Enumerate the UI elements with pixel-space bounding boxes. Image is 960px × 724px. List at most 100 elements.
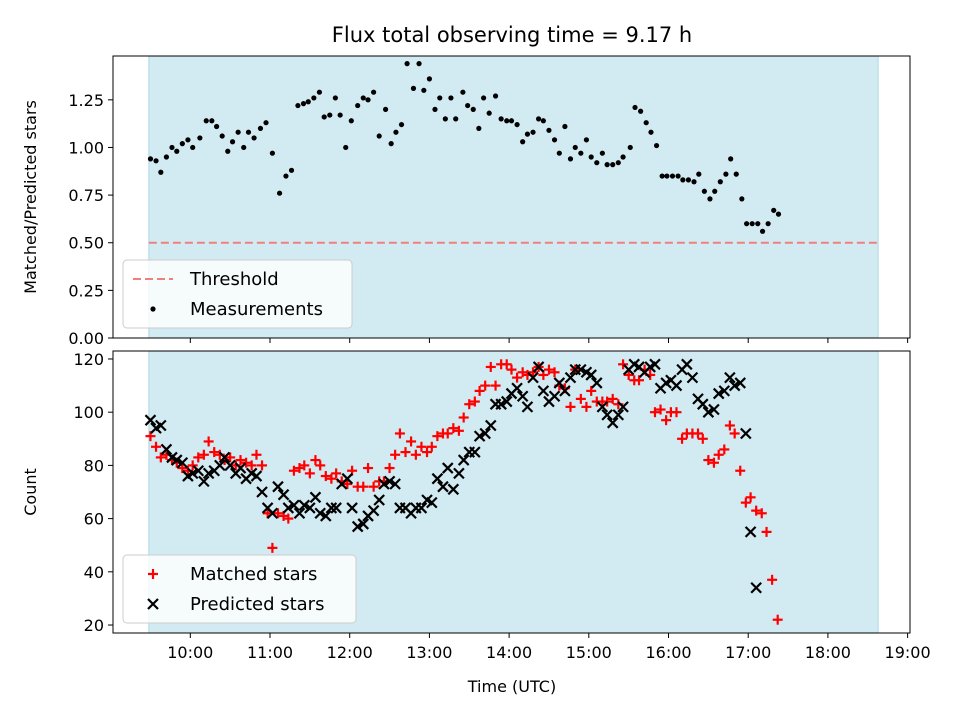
ratio-point-0-52 — [437, 95, 443, 101]
count-axes-frame — [112, 350, 911, 634]
count-point-0-89 — [618, 359, 629, 370]
ratio-point-0-18 — [245, 129, 252, 135]
count-point-1-34-b — [325, 502, 338, 514]
ratio-legend: Threshold Measurements — [122, 259, 353, 329]
count-point-0-0 — [145, 431, 156, 442]
count-legend-swatch-1 — [147, 598, 159, 610]
count-point-0-107 — [713, 449, 724, 460]
ratio-y-tick-label-5: 1.25 — [68, 91, 104, 110]
count-point-1-24 — [272, 480, 284, 493]
ratio-point-0-28 — [305, 99, 311, 105]
count-point-1-27-b — [288, 499, 300, 512]
count-point-0-11 — [203, 436, 214, 447]
count-point-0-31 — [310, 455, 321, 466]
ratio-point-0-69 — [530, 129, 536, 135]
count-point-1-6 — [176, 456, 189, 469]
count-point-1-101 — [681, 358, 693, 371]
count-point-1-77 — [553, 377, 566, 389]
ratio-point-0-90 — [643, 120, 649, 126]
ratio-series-0 — [147, 61, 782, 234]
ratio-point-0-14 — [225, 148, 231, 154]
count-point-1-28-b — [293, 507, 306, 520]
ratio-point-0-13 — [219, 133, 225, 139]
x-tick-label-7: 17:00 — [725, 643, 771, 662]
count-point-1-81 — [575, 363, 587, 376]
count-point-1-52-b — [421, 494, 433, 506]
count-point-1-31-b — [309, 491, 322, 504]
count-point-0-87 — [607, 393, 618, 404]
count-point-1-11 — [202, 467, 215, 480]
count-point-0-17 — [235, 455, 246, 466]
count-point-1-30 — [304, 502, 316, 514]
count-point-1-11-b — [202, 467, 215, 480]
count-legend-swatch-0 — [148, 569, 158, 579]
ratio-point-0-58 — [470, 106, 476, 112]
count-y-tick-label-3: 80 — [84, 456, 104, 475]
count-point-0-105 — [703, 455, 714, 466]
count-point-1-13-b — [214, 459, 226, 472]
count-point-0-59 — [458, 412, 469, 423]
count-y-tick-label-2: 60 — [84, 510, 104, 529]
ratio-point-0-5 — [174, 148, 180, 154]
count-point-1-91-b — [628, 358, 641, 371]
count-point-1-27 — [288, 499, 300, 512]
count-point-0-21 — [257, 460, 268, 471]
ratio-y-axis-label: Matched/Predicted stars — [21, 100, 40, 294]
ratio-point-0-7 — [185, 137, 191, 143]
count-point-1-39-b — [351, 520, 364, 533]
ratio-point-0-53 — [442, 116, 448, 122]
ratio-point-0-81 — [594, 160, 600, 166]
count-point-1-45-b — [383, 475, 396, 488]
count-point-0-47 — [394, 428, 405, 439]
ratio-point-0-30 — [316, 89, 323, 95]
count-point-1-99 — [670, 379, 683, 392]
ratio-point-0-79 — [583, 137, 590, 143]
count-point-1-76-b — [548, 390, 561, 403]
x-tick-label-0: 10:00 — [167, 643, 213, 662]
count-point-1-26 — [282, 502, 295, 514]
count-point-1-31 — [309, 491, 322, 504]
count-point-1-71-b — [521, 401, 534, 413]
ratio-legend-box — [122, 259, 353, 329]
ratio-point-0-61 — [486, 110, 492, 116]
count-point-0-104 — [697, 433, 708, 444]
ratio-point-0-74 — [556, 150, 562, 156]
count-point-0-109 — [724, 420, 735, 431]
count-point-1-112 — [740, 427, 752, 440]
count-point-1-34 — [325, 502, 338, 514]
count-point-0-19 — [246, 460, 257, 471]
count-point-0-99 — [671, 407, 682, 418]
count-point-0-112 — [740, 497, 751, 508]
ratio-point-0-2 — [158, 169, 164, 175]
count-point-1-61 — [469, 446, 481, 458]
ratio-point-0-25 — [288, 167, 295, 173]
count-point-1-109 — [724, 371, 736, 384]
count-point-1-58-b — [453, 467, 465, 480]
ratio-point-0-27 — [300, 101, 307, 107]
ratio-point-0-10 — [203, 118, 209, 124]
count-point-0-69 — [512, 372, 523, 383]
ratio-point-0-83 — [604, 162, 610, 168]
ratio-y-tick-label-2: 0.50 — [68, 234, 104, 253]
count-point-0-96 — [655, 404, 666, 415]
count-point-1-59-b — [457, 454, 470, 466]
count-point-1-81-b — [575, 363, 587, 376]
count-point-1-108-b — [718, 385, 731, 397]
ratio-point-0-103 — [712, 188, 718, 194]
count-point-1-25 — [277, 488, 290, 501]
count-point-1-85 — [596, 401, 609, 413]
count-point-1-109-b — [724, 371, 736, 384]
count-point-1-84-b — [591, 377, 603, 389]
ratio-point-0-78 — [578, 150, 584, 156]
ratio-y-tick-label-0: 0.00 — [68, 329, 104, 348]
count-point-1-54-b — [431, 472, 444, 485]
count-point-1-110-b — [728, 379, 741, 392]
count-point-1-15-b — [224, 459, 236, 472]
count-point-1-78 — [559, 385, 571, 397]
count-point-1-58 — [453, 467, 465, 480]
count-point-1-113 — [744, 526, 757, 538]
ratio-point-0-46 — [404, 61, 410, 67]
count-point-1-79 — [564, 371, 577, 384]
count-point-1-29-b — [298, 499, 311, 512]
count-point-0-29 — [299, 460, 310, 471]
